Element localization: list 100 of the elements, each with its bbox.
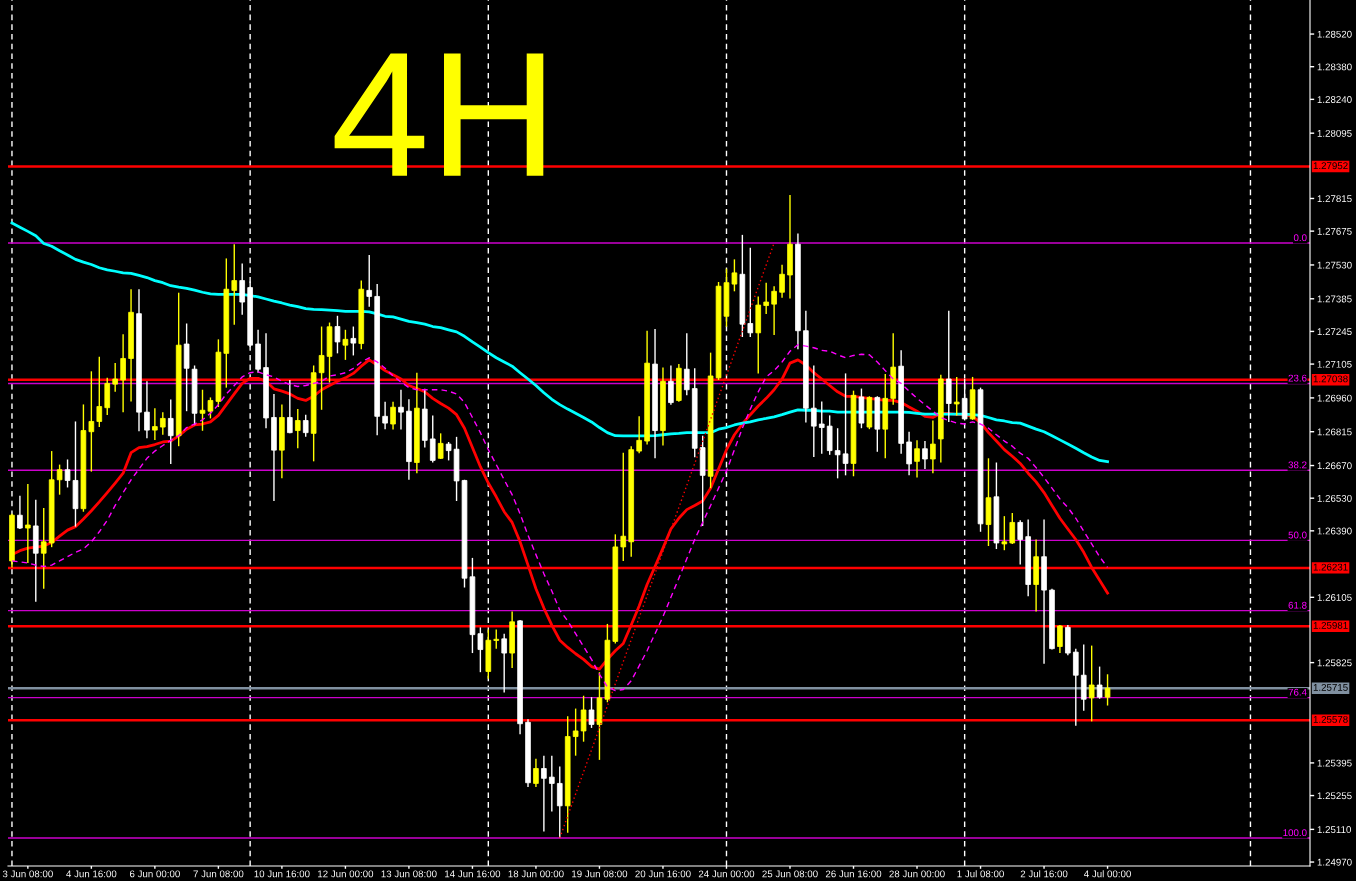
candlestick xyxy=(556,765,563,839)
candlestick xyxy=(572,707,579,757)
candlestick xyxy=(445,441,452,462)
y-tick-label: 1.28380 xyxy=(1317,63,1352,71)
candlestick xyxy=(382,401,388,430)
candlestick xyxy=(152,407,158,441)
y-tick-label: 1.26670 xyxy=(1317,462,1352,470)
candlestick xyxy=(160,411,166,436)
candlestick xyxy=(390,401,396,431)
x-tick-label: 10 Jun 16:00 xyxy=(254,870,310,878)
x-tick-label: 18 Jun 00:00 xyxy=(508,870,564,878)
x-tick-label: 14 Jun 16:00 xyxy=(445,870,501,878)
candlestick xyxy=(501,633,507,694)
candlestick xyxy=(342,329,349,361)
candlestick xyxy=(287,379,293,435)
annotation: 50.0 xyxy=(1288,531,1307,539)
candlestick xyxy=(294,408,301,449)
y-tick-label: 1.25395 xyxy=(1317,759,1352,767)
ref-line-label: 1.25578 xyxy=(1313,715,1348,723)
chart-title: 4H xyxy=(334,53,544,176)
candlestick xyxy=(88,370,95,473)
candlestick xyxy=(120,333,126,413)
candlestick xyxy=(96,356,103,428)
candlestick xyxy=(747,247,754,338)
x-tick-label: 28 Jun 00:00 xyxy=(889,870,945,878)
y-tick-label: 1.27530 xyxy=(1317,261,1352,269)
annotation: 38.2 xyxy=(1288,461,1307,469)
ref-line-label: 1.26231 xyxy=(1313,563,1348,571)
candlestick xyxy=(167,398,174,465)
annotation: 61.8 xyxy=(1288,601,1307,609)
x-tick-label: 7 Jun 08:00 xyxy=(193,870,244,878)
candlestick xyxy=(779,264,785,299)
candlestick xyxy=(620,452,627,562)
candlestick xyxy=(239,262,245,316)
y-tick-label: 1.27385 xyxy=(1317,295,1352,303)
annotation: 0.0 xyxy=(1293,234,1307,242)
candlestick xyxy=(914,439,920,479)
candlestick xyxy=(437,432,444,460)
annotation: 23.6 xyxy=(1288,374,1307,382)
y-tick-label: 1.28095 xyxy=(1317,129,1352,137)
y-tick-label: 1.27815 xyxy=(1317,195,1352,203)
x-tick-label: 20 Jun 16:00 xyxy=(635,870,691,878)
candlestick xyxy=(17,495,23,530)
candlestick xyxy=(668,364,674,406)
ref-line-label: 1.25715 xyxy=(1313,684,1348,691)
candlestick xyxy=(818,400,825,455)
y-tick-label: 1.26105 xyxy=(1317,594,1352,601)
x-tick-label: 4 Jun 16:00 xyxy=(66,870,117,878)
y-tick-label: 1.27245 xyxy=(1317,328,1352,336)
candlestick xyxy=(350,325,357,357)
candlestick xyxy=(477,626,484,673)
y-tick-label: 1.25110 xyxy=(1317,826,1351,833)
y-tick-label: 1.26960 xyxy=(1317,394,1352,402)
candlestick xyxy=(398,389,404,431)
y-tick-label: 1.27675 xyxy=(1317,227,1352,235)
candlestick xyxy=(842,372,849,477)
candlestick xyxy=(580,695,587,743)
candlestick xyxy=(588,696,595,729)
candlestick xyxy=(144,380,150,439)
y-tick-label: 1.28240 xyxy=(1317,96,1352,103)
x-tick-label: 12 Jun 00:00 xyxy=(318,870,374,878)
x-tick-label: 25 Jun 08:00 xyxy=(762,870,818,878)
candlestick xyxy=(1057,624,1063,654)
y-tick-label: 1.25825 xyxy=(1317,659,1352,667)
x-tick-label: 19 Jun 08:00 xyxy=(572,870,628,878)
candlestick xyxy=(683,332,690,397)
x-tick-label: 13 Jun 08:00 xyxy=(381,870,437,878)
x-tick-label: 26 Jun 16:00 xyxy=(825,870,882,878)
line-series xyxy=(10,221,1109,463)
candlestick xyxy=(1096,665,1103,700)
y-tick-label: 1.28520 xyxy=(1317,30,1352,38)
candlestick xyxy=(1001,515,1008,551)
candlestick xyxy=(112,362,118,393)
candlestick xyxy=(1088,644,1095,723)
candlestick xyxy=(763,281,769,315)
x-tick-label: 2 Jul 16:00 xyxy=(1020,870,1068,878)
candlestick xyxy=(533,758,539,788)
candlestick xyxy=(429,414,436,464)
candlestick xyxy=(1073,647,1079,727)
candlestick xyxy=(56,463,63,496)
annotation: 100.0 xyxy=(1283,829,1307,837)
x-tick-label: 6 Jun 00:00 xyxy=(129,870,180,878)
x-tick-label: 1 Jul 08:00 xyxy=(957,870,1004,878)
candlestick xyxy=(549,754,555,813)
candlestick xyxy=(811,364,817,458)
candlestick xyxy=(25,483,31,564)
candlestick xyxy=(636,415,642,454)
candlestick xyxy=(334,315,341,355)
y-tick-label: 1.26815 xyxy=(1317,428,1352,436)
x-tick-label: 3 Jun 08:00 xyxy=(2,870,53,878)
y-tick-label: 1.27105 xyxy=(1317,360,1352,368)
candlestick xyxy=(953,376,960,417)
candlestick xyxy=(771,285,777,336)
candlestick xyxy=(930,419,936,474)
candlestick xyxy=(1009,512,1016,545)
y-tick-label: 1.24970 xyxy=(1317,858,1352,866)
candlestick xyxy=(231,243,238,326)
candlestick xyxy=(302,413,309,438)
candlestick xyxy=(922,440,928,470)
candlestick xyxy=(40,507,47,590)
